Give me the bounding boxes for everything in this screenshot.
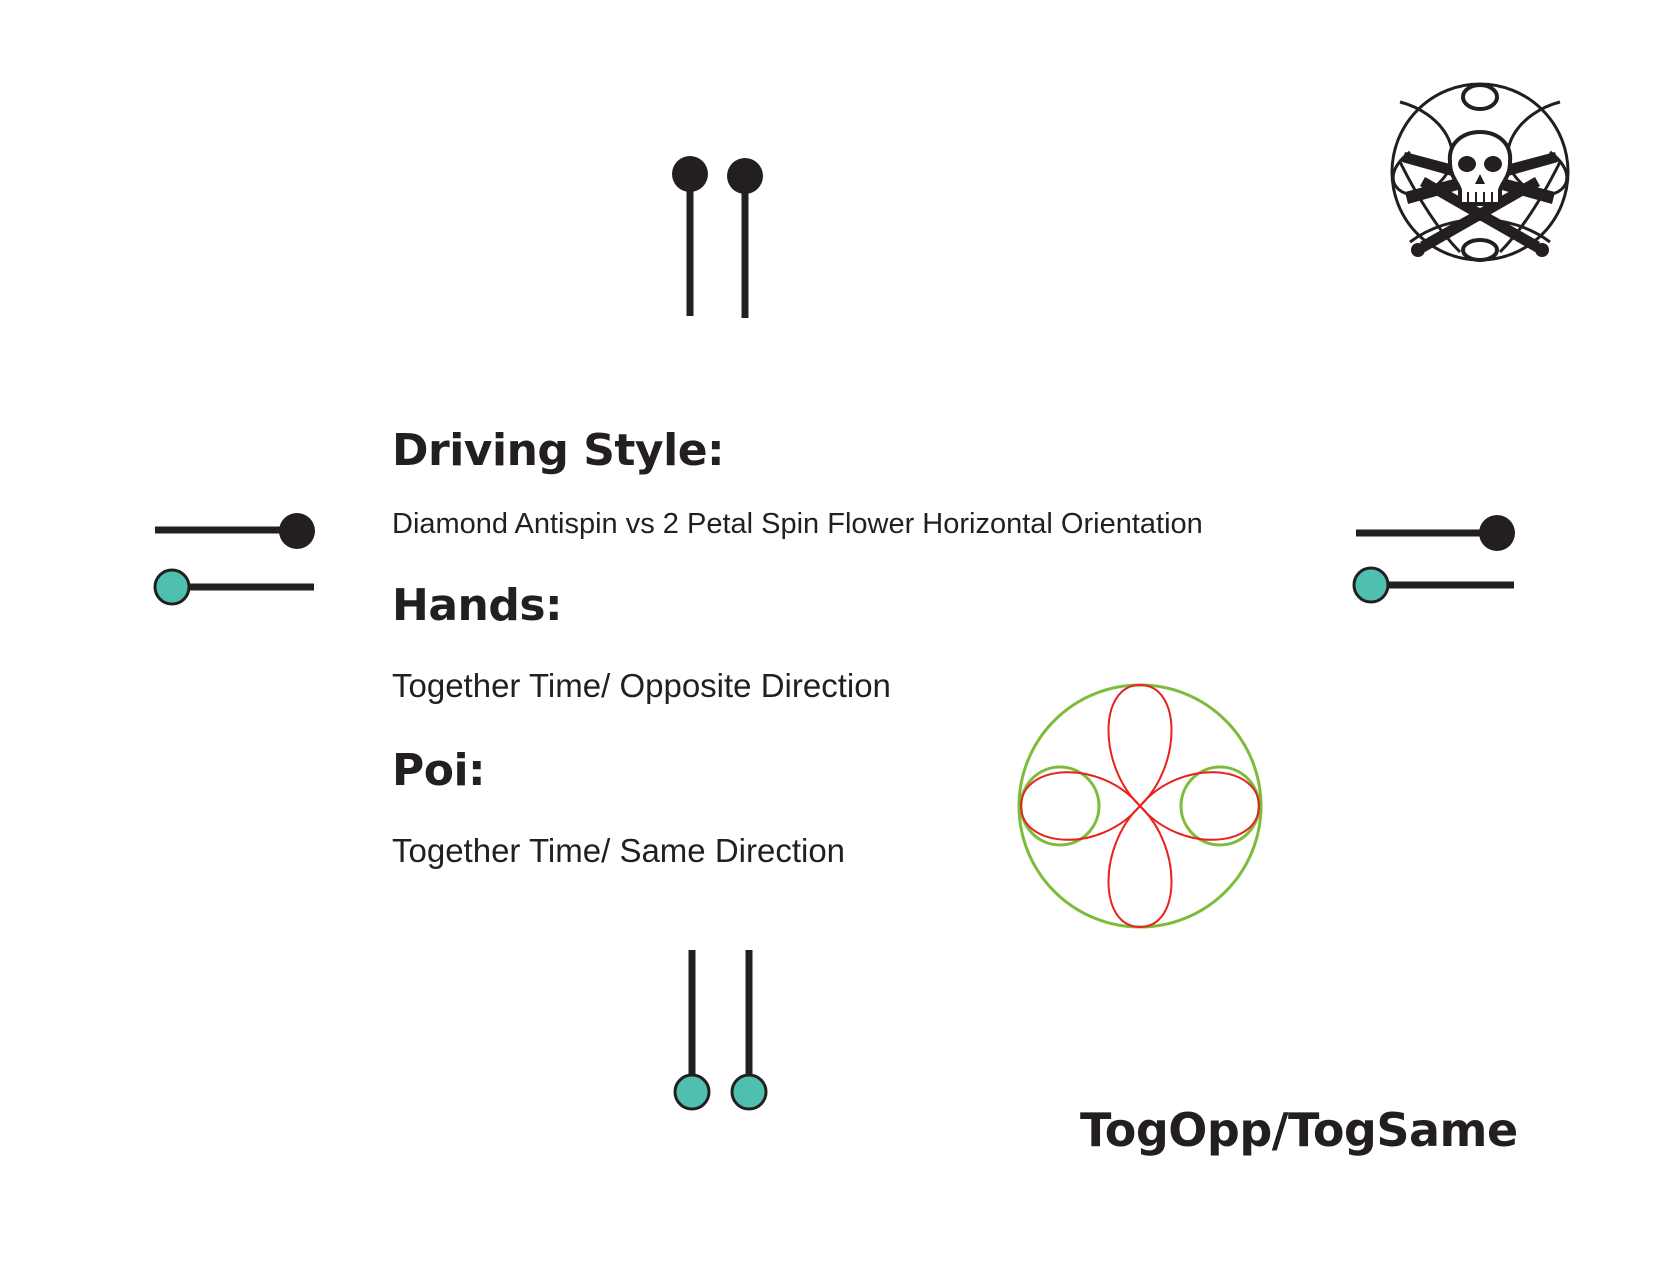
left-teal-poi-head (153, 568, 191, 606)
hands-heading: Hands: (392, 580, 563, 631)
top-right-poi-head (727, 158, 763, 194)
left-poi-pair (153, 513, 315, 606)
petal-top (1107, 683, 1173, 808)
hands-value: Together Time/ Opposite Direction (392, 667, 891, 704)
petal-bottom (1107, 804, 1173, 929)
driving-style-value: Diamond Antispin vs 2 Petal Spin Flower … (392, 508, 1203, 540)
flower-pattern-icon (1017, 683, 1263, 929)
bottom-poi-pair (673, 950, 768, 1111)
skull-crossbones-logo-icon (1390, 82, 1570, 262)
right-black-poi-head (1479, 515, 1515, 551)
bottom-left-poi-head (673, 1073, 711, 1111)
right-poi-pair (1352, 515, 1515, 604)
pattern-left-circle (1019, 765, 1101, 847)
top-poi-pair (672, 156, 763, 318)
bottom-right-poi-head (730, 1073, 768, 1111)
poi-heading: Poi: (392, 745, 486, 796)
petal-left (1019, 771, 1142, 841)
driving-style-heading: Driving Style: (392, 425, 725, 476)
top-left-poi-head (672, 156, 708, 192)
pattern-code-label: TogOpp/TogSame (1080, 1103, 1518, 1157)
pattern-right-circle (1179, 765, 1261, 847)
poi-value: Together Time/ Same Direction (392, 832, 846, 869)
petal-right (1138, 771, 1261, 841)
left-black-poi-head (279, 513, 315, 549)
right-teal-poi-head (1352, 566, 1390, 604)
